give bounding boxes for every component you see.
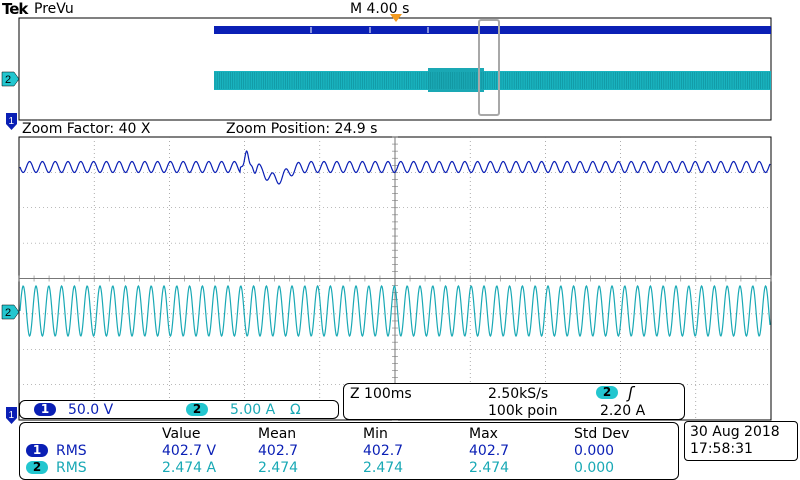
timebase-readout: M 4.00 s xyxy=(350,1,410,17)
trigger-source-badge[interactable]: 2 xyxy=(596,386,618,399)
ch1-badge[interactable]: 1 xyxy=(34,403,56,416)
record-length: 100k poin xyxy=(488,403,558,419)
row2-min: 2.474 xyxy=(363,460,404,476)
brand-logo: Tek xyxy=(2,0,28,18)
row2-channel-badge: 2 xyxy=(26,461,48,474)
ch1-marker-label: 1 xyxy=(9,116,15,127)
trigger-level[interactable]: 2.20 A xyxy=(600,403,646,419)
row1-min: 402.7 xyxy=(363,443,404,459)
ch1-scale[interactable]: 50.0 V xyxy=(68,402,114,418)
ch2-termination: Ω xyxy=(290,402,301,418)
ch2-level-label: 2 xyxy=(5,307,11,319)
measurements-panel[interactable]: Value Mean Min Max Std Dev 1 RMS 402.7 V… xyxy=(19,422,679,480)
trigger-position-marker[interactable] xyxy=(390,14,402,22)
zoom-factor: Zoom Factor: 40 X xyxy=(22,121,151,137)
header-std-dev: Std Dev xyxy=(574,426,630,442)
ch2-level-marker[interactable]: 2 xyxy=(1,304,20,320)
row2-name: RMS xyxy=(56,460,87,476)
zoom-position: Zoom Position: 24.9 s xyxy=(226,121,378,137)
ch2-badge[interactable]: 2 xyxy=(186,403,208,416)
ch2-waveform xyxy=(19,284,771,338)
row1-channel-badge: 1 xyxy=(26,444,48,457)
zoom-timebase: Z 100ms xyxy=(350,386,412,402)
datetime-panel: 30 Aug 2018 17:58:31 xyxy=(684,421,798,461)
acquisition-mode: PreVu xyxy=(34,1,74,17)
header-min: Min xyxy=(363,426,388,442)
time-readout: 17:58:31 xyxy=(690,441,753,457)
row2-std-dev: 0.000 xyxy=(574,460,615,476)
overview-pane xyxy=(18,17,772,121)
row1-mean: 402.7 xyxy=(258,443,299,459)
ch1-zoom-marker[interactable]: 1 xyxy=(6,113,17,130)
ch2-overview-marker[interactable]: 2 xyxy=(1,71,20,87)
ch1-level-marker[interactable]: 1 xyxy=(6,407,17,424)
header-mean: Mean xyxy=(258,426,297,442)
zoom-window-box[interactable] xyxy=(478,19,500,116)
row2-value: 2.474 A xyxy=(162,460,217,476)
row1-name: RMS xyxy=(56,443,87,459)
overview-ch1-ticks xyxy=(310,27,429,33)
date-readout: 30 Aug 2018 xyxy=(690,424,780,440)
ch2-marker-label: 2 xyxy=(5,74,11,86)
ch1-level-label: 1 xyxy=(9,410,15,421)
row2-mean: 2.474 xyxy=(258,460,299,476)
overview-ch2-burst xyxy=(428,68,484,92)
row1-max: 402.7 xyxy=(469,443,510,459)
overview-ch2-texture xyxy=(214,72,770,89)
header-max: Max xyxy=(469,426,498,442)
overview-ch1-trace xyxy=(214,26,771,34)
sample-rate: 2.50kS/s xyxy=(488,386,549,402)
channel-scale-panel[interactable]: 1 50.0 V 2 5.00 A Ω xyxy=(19,400,339,419)
ch2-scale[interactable]: 5.00 A xyxy=(230,402,276,418)
ch1-waveform xyxy=(19,150,771,185)
rising-edge-icon: ʃ xyxy=(628,383,634,402)
row1-std-dev: 0.000 xyxy=(574,443,615,459)
row1-value: 402.7 V xyxy=(162,443,217,459)
header-value: Value xyxy=(162,426,201,442)
row2-max: 2.474 xyxy=(469,460,510,476)
acquisition-panel[interactable]: Z 100ms 2.50kS/s 100k poin 2 ʃ 2.20 A xyxy=(343,383,685,420)
